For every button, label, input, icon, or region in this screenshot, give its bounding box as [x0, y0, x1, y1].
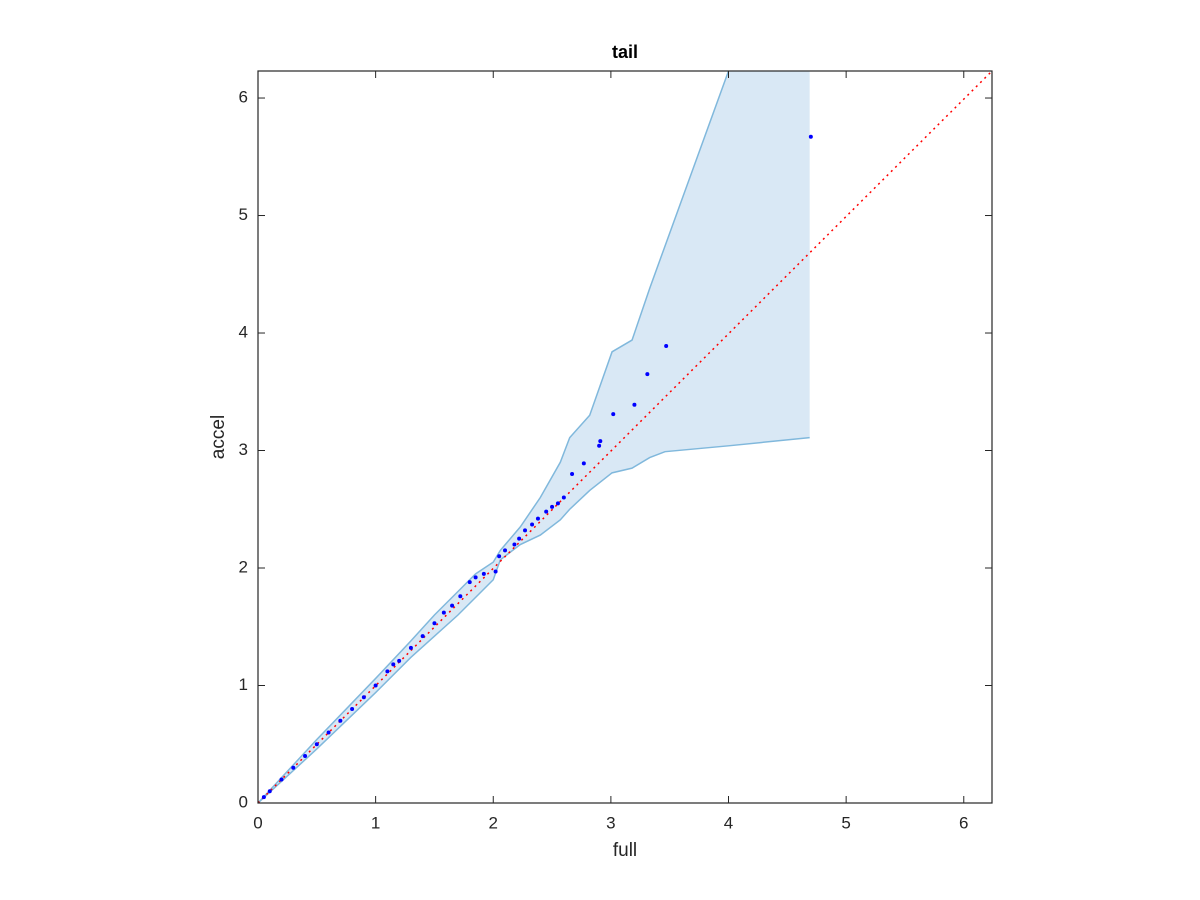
x-tick-label: 1: [371, 813, 380, 832]
point: [350, 707, 355, 712]
point: [467, 580, 472, 585]
point: [597, 443, 602, 448]
band-lower-edge: [258, 436, 810, 803]
point: [544, 509, 549, 514]
point: [450, 603, 455, 608]
band-upper-edge: [258, 71, 730, 803]
point: [432, 621, 437, 626]
point: [279, 777, 284, 782]
point: [555, 501, 560, 506]
point: [664, 343, 669, 348]
axes-box: [257, 70, 993, 804]
point: [291, 765, 296, 770]
point: [645, 372, 650, 377]
point: [441, 610, 446, 615]
point: [550, 504, 555, 509]
point: [611, 412, 616, 417]
point: [512, 542, 517, 547]
chart-title: tail: [612, 42, 638, 62]
y-tick-label: 5: [239, 205, 248, 224]
y-tick-label: 6: [239, 88, 248, 107]
point: [338, 718, 343, 723]
point: [261, 795, 266, 800]
x-tick-label: 5: [841, 813, 850, 832]
y-axis-label: accel: [208, 415, 229, 459]
band-fill: [258, 71, 810, 803]
point: [303, 754, 308, 759]
point: [373, 683, 378, 688]
point: [530, 522, 535, 527]
point: [397, 658, 402, 663]
y-tick-label: 3: [239, 440, 248, 459]
y-tick-label: 4: [239, 323, 248, 342]
point: [503, 548, 508, 553]
point: [473, 575, 478, 580]
x-tick-label: 4: [724, 813, 733, 832]
point: [523, 528, 528, 533]
point: [420, 634, 425, 639]
x-tick-label: 6: [959, 813, 968, 832]
point: [458, 594, 463, 599]
x-tick-label: 0: [253, 813, 262, 832]
point: [517, 536, 522, 541]
point: [314, 742, 319, 747]
point: [808, 134, 813, 139]
point: [561, 495, 566, 500]
point: [581, 461, 586, 466]
y-tick-label: 0: [239, 792, 248, 811]
point: [632, 402, 637, 407]
point: [598, 439, 603, 444]
point: [481, 571, 486, 576]
point: [267, 789, 272, 794]
point: [385, 669, 390, 674]
point: [391, 662, 396, 667]
x-tick-label: 2: [489, 813, 498, 832]
point: [326, 730, 331, 735]
point: [361, 695, 366, 700]
y-tick-label: 2: [239, 557, 248, 576]
point: [493, 569, 498, 574]
point: [570, 472, 575, 477]
point: [408, 645, 413, 650]
point: [535, 516, 540, 521]
x-tick-label: 3: [606, 813, 615, 832]
point: [497, 554, 502, 559]
y-tick-label: 1: [239, 675, 248, 694]
plot-area: [258, 71, 992, 803]
x-axis-label: full: [613, 840, 637, 861]
